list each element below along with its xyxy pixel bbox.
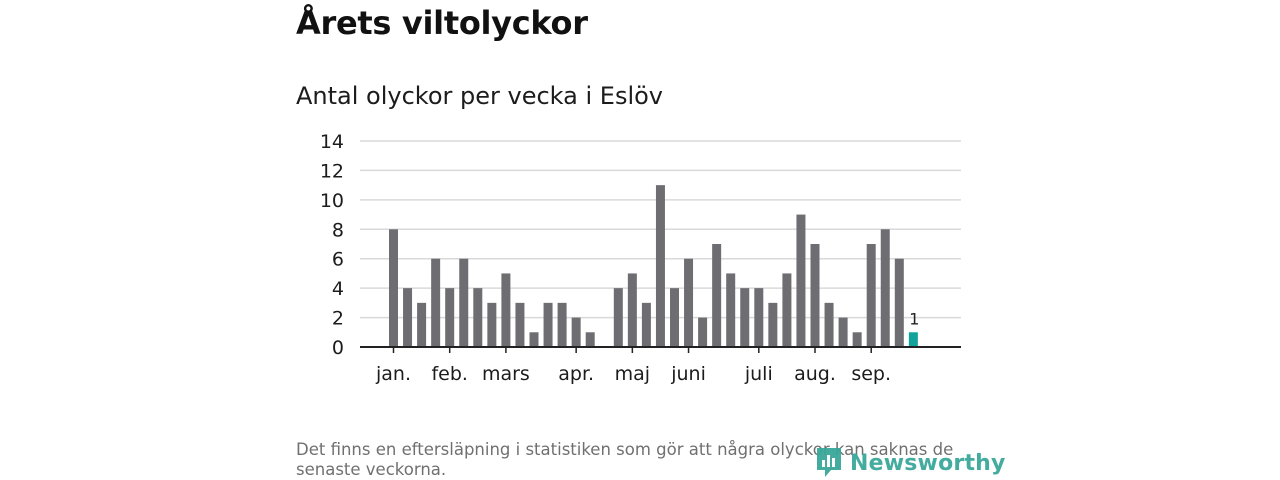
bar — [473, 288, 483, 347]
bar — [389, 229, 398, 347]
bar-highlight — [908, 332, 918, 347]
bar — [670, 288, 679, 347]
bar — [866, 244, 876, 347]
x-tick-label: juni — [670, 363, 706, 385]
bar — [487, 302, 497, 347]
bar — [529, 332, 539, 347]
bar — [698, 317, 708, 347]
y-tick-label: 2 — [332, 308, 344, 330]
bar — [852, 332, 862, 347]
bar — [403, 288, 413, 347]
bar — [445, 288, 455, 347]
page-title: Årets viltolyckor — [296, 4, 588, 42]
bar — [557, 302, 567, 347]
bar — [880, 229, 890, 347]
bar — [712, 244, 722, 347]
newsworthy-logo-icon — [817, 448, 841, 477]
bar — [613, 288, 623, 347]
x-tick-label: aug. — [794, 363, 836, 385]
bar — [627, 273, 637, 347]
bar — [754, 288, 764, 347]
bar — [726, 273, 736, 347]
bar — [768, 302, 778, 347]
y-tick-label: 4 — [332, 278, 344, 300]
footnote: Det finns en eftersläpning i statistiken… — [296, 440, 954, 479]
x-tick-label: maj — [615, 363, 650, 385]
y-tick-label: 10 — [320, 190, 344, 212]
bar — [571, 317, 581, 347]
newsworthy-logo: Newsworthy — [814, 446, 1006, 480]
x-tick-label: apr. — [558, 363, 594, 385]
bar — [740, 288, 750, 347]
bar — [684, 258, 694, 347]
logo-text: Newsworthy — [850, 450, 1006, 476]
bar-data-label: 1 — [909, 309, 919, 328]
y-tick-label: 0 — [332, 337, 344, 359]
bar — [641, 302, 651, 347]
bar — [417, 302, 427, 347]
bar — [459, 258, 469, 347]
bar — [585, 332, 595, 347]
bar — [431, 258, 441, 347]
bar — [543, 302, 553, 347]
x-tick-label: juli — [744, 363, 773, 385]
bar — [824, 302, 834, 347]
y-tick-label: 12 — [320, 160, 344, 182]
bar — [782, 273, 792, 347]
bar — [894, 258, 904, 347]
bar — [838, 317, 848, 347]
bar — [796, 214, 806, 347]
y-tick-label: 6 — [332, 249, 344, 271]
chart-title: Antal olyckor per vecka i Eslöv — [296, 82, 664, 110]
x-tick-label: feb. — [431, 363, 467, 385]
x-tick-label: mars — [482, 363, 530, 385]
x-tick-label: jan. — [375, 363, 411, 385]
bar — [515, 302, 525, 347]
y-tick-label: 8 — [332, 219, 344, 241]
x-tick-label: sep. — [851, 363, 891, 385]
bar — [655, 185, 665, 347]
bar — [810, 244, 820, 347]
bar — [501, 273, 511, 347]
y-tick-label: 14 — [320, 131, 344, 153]
